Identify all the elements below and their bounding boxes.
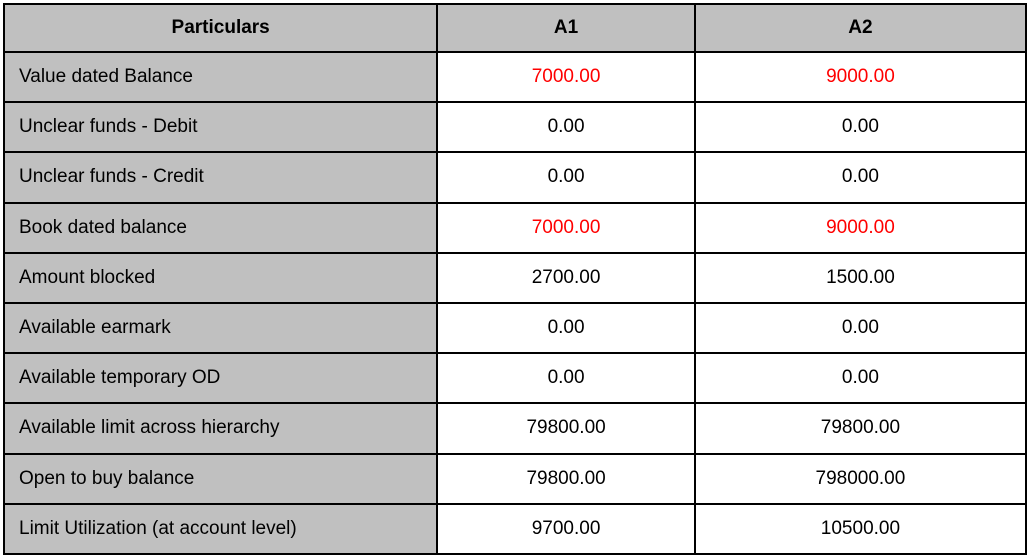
column-header-a2: A2	[693, 3, 1028, 53]
a1-value-cell: 0.00	[436, 352, 696, 405]
column-header-particulars: Particulars	[2, 3, 439, 53]
a2-value-cell: 9000.00	[693, 201, 1028, 254]
a1-value-cell: 7000.00	[436, 201, 696, 254]
table-row: Unclear funds - Debit 0.00 0.00	[2, 101, 1028, 154]
table-body: Value dated Balance 7000.00 9000.00 Unclear…	[2, 50, 1028, 556]
table-row: Limit Utilization (at account level) 9700…	[2, 502, 1028, 556]
a2-value-cell: 10500.00	[693, 502, 1028, 556]
row-label: Available limit across hierarchy	[2, 402, 439, 455]
a1-value-cell: 0.00	[436, 301, 696, 355]
a1-value-cell: 7000.00	[436, 50, 696, 104]
row-label: Book dated balance	[2, 201, 439, 254]
a1-value-cell: 2700.00	[436, 251, 696, 304]
row-label: Limit Utilization (at account level)	[2, 502, 439, 556]
a2-value-cell: 0.00	[693, 151, 1028, 204]
a1-value-cell: 9700.00	[436, 502, 696, 556]
account-balances-table: Particulars A1 A2 Value dated Balance 700…	[2, 3, 1028, 556]
a2-value-cell: 798000.00	[693, 452, 1028, 505]
column-header-a1: A1	[436, 3, 696, 53]
table-header-row: Particulars A1 A2	[2, 3, 1028, 53]
table-row: Open to buy balance 79800.00 798000.00	[2, 452, 1028, 505]
a1-value-cell: 79800.00	[436, 402, 696, 455]
table-row: Value dated Balance 7000.00 9000.00	[2, 50, 1028, 104]
a1-value-cell: 0.00	[436, 151, 696, 204]
row-label: Available temporary OD	[2, 352, 439, 405]
row-label: Open to buy balance	[2, 452, 439, 505]
a1-value-cell: 79800.00	[436, 452, 696, 505]
table-row: Amount blocked 2700.00 1500.00	[2, 251, 1028, 304]
a2-value-cell: 0.00	[693, 301, 1028, 355]
row-label: Unclear funds - Debit	[2, 101, 439, 154]
a2-value-cell: 79800.00	[693, 402, 1028, 455]
table-row: Available temporary OD 0.00 0.00	[2, 352, 1028, 405]
row-label: Value dated Balance	[2, 50, 439, 104]
a2-value-cell: 0.00	[693, 352, 1028, 405]
row-label: Amount blocked	[2, 251, 439, 304]
row-label: Available earmark	[2, 301, 439, 355]
table-row: Book dated balance 7000.00 9000.00	[2, 201, 1028, 254]
a2-value-cell: 0.00	[693, 101, 1028, 154]
table-row: Unclear funds - Credit 0.00 0.00	[2, 151, 1028, 204]
a1-value-cell: 0.00	[436, 101, 696, 154]
row-label: Unclear funds - Credit	[2, 151, 439, 204]
table-row: Available earmark 0.00 0.00	[2, 301, 1028, 355]
table-row: Available limit across hierarchy 79800.00…	[2, 402, 1028, 455]
a2-value-cell: 9000.00	[693, 50, 1028, 104]
a2-value-cell: 1500.00	[693, 251, 1028, 304]
